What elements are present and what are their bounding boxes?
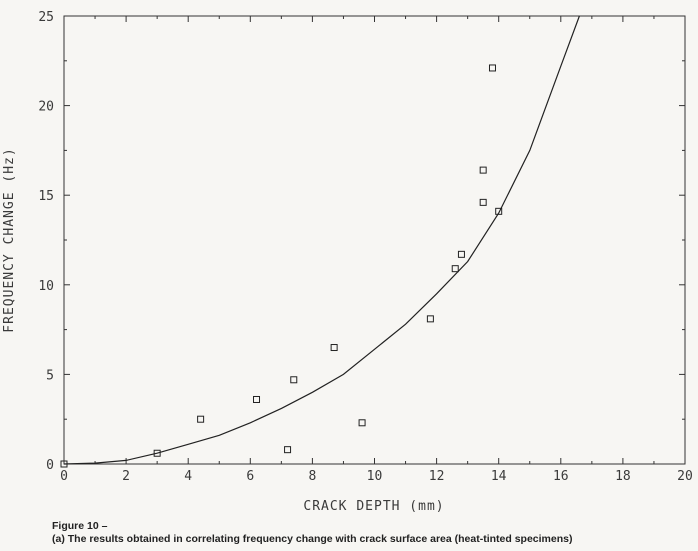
x-axis-title: CRACK DEPTH (mm) xyxy=(303,499,444,514)
x-tick-label: 0 xyxy=(60,469,68,484)
data-point xyxy=(358,419,366,427)
x-tick-label: 14 xyxy=(491,469,507,484)
x-tick-label: 8 xyxy=(308,469,316,484)
data-point xyxy=(284,446,292,454)
data-point xyxy=(290,376,298,384)
caption-text: (a) The results obtained in correlating … xyxy=(52,533,573,545)
data-point xyxy=(253,395,261,403)
data-point xyxy=(197,415,205,423)
x-tick-label: 20 xyxy=(677,469,693,484)
x-tick-label: 6 xyxy=(246,469,254,484)
data-point xyxy=(60,460,68,468)
axis-ticks xyxy=(63,15,686,465)
data-point xyxy=(426,315,434,323)
data-point xyxy=(479,198,487,206)
data-point xyxy=(495,207,503,215)
plot-frame xyxy=(63,15,686,465)
x-tick-label: 18 xyxy=(615,469,631,484)
data-point xyxy=(457,250,465,258)
fit-curve xyxy=(63,15,580,465)
y-axis-title: FREQUENCY CHANGE (Hz) xyxy=(2,147,17,332)
figure-caption: Figure 10 – (a) The results obtained in … xyxy=(52,520,572,546)
x-tick-label: 2 xyxy=(122,469,130,484)
y-tick-label: 25 xyxy=(38,10,54,25)
y-tick-label: 10 xyxy=(38,279,54,294)
x-tick-label: 4 xyxy=(184,469,192,484)
data-point xyxy=(451,265,459,273)
y-tick-label: 20 xyxy=(38,100,54,115)
caption-figure-number: Figure 10 – xyxy=(52,520,108,532)
x-tick-label: 12 xyxy=(429,469,445,484)
data-point xyxy=(488,64,496,72)
x-tick-label: 10 xyxy=(367,469,383,484)
data-point xyxy=(330,344,338,352)
y-tick-label: 15 xyxy=(38,189,54,204)
x-tick-label: 16 xyxy=(553,469,569,484)
data-points xyxy=(60,64,503,468)
y-tick-label: 0 xyxy=(46,458,54,473)
tick-labels: 0 2 4 6 8 10 12 14 16 18 20 0 5 10 15 20 25 xyxy=(38,10,692,484)
y-tick-label: 5 xyxy=(46,368,54,383)
data-point xyxy=(479,166,487,174)
data-point xyxy=(153,449,161,457)
